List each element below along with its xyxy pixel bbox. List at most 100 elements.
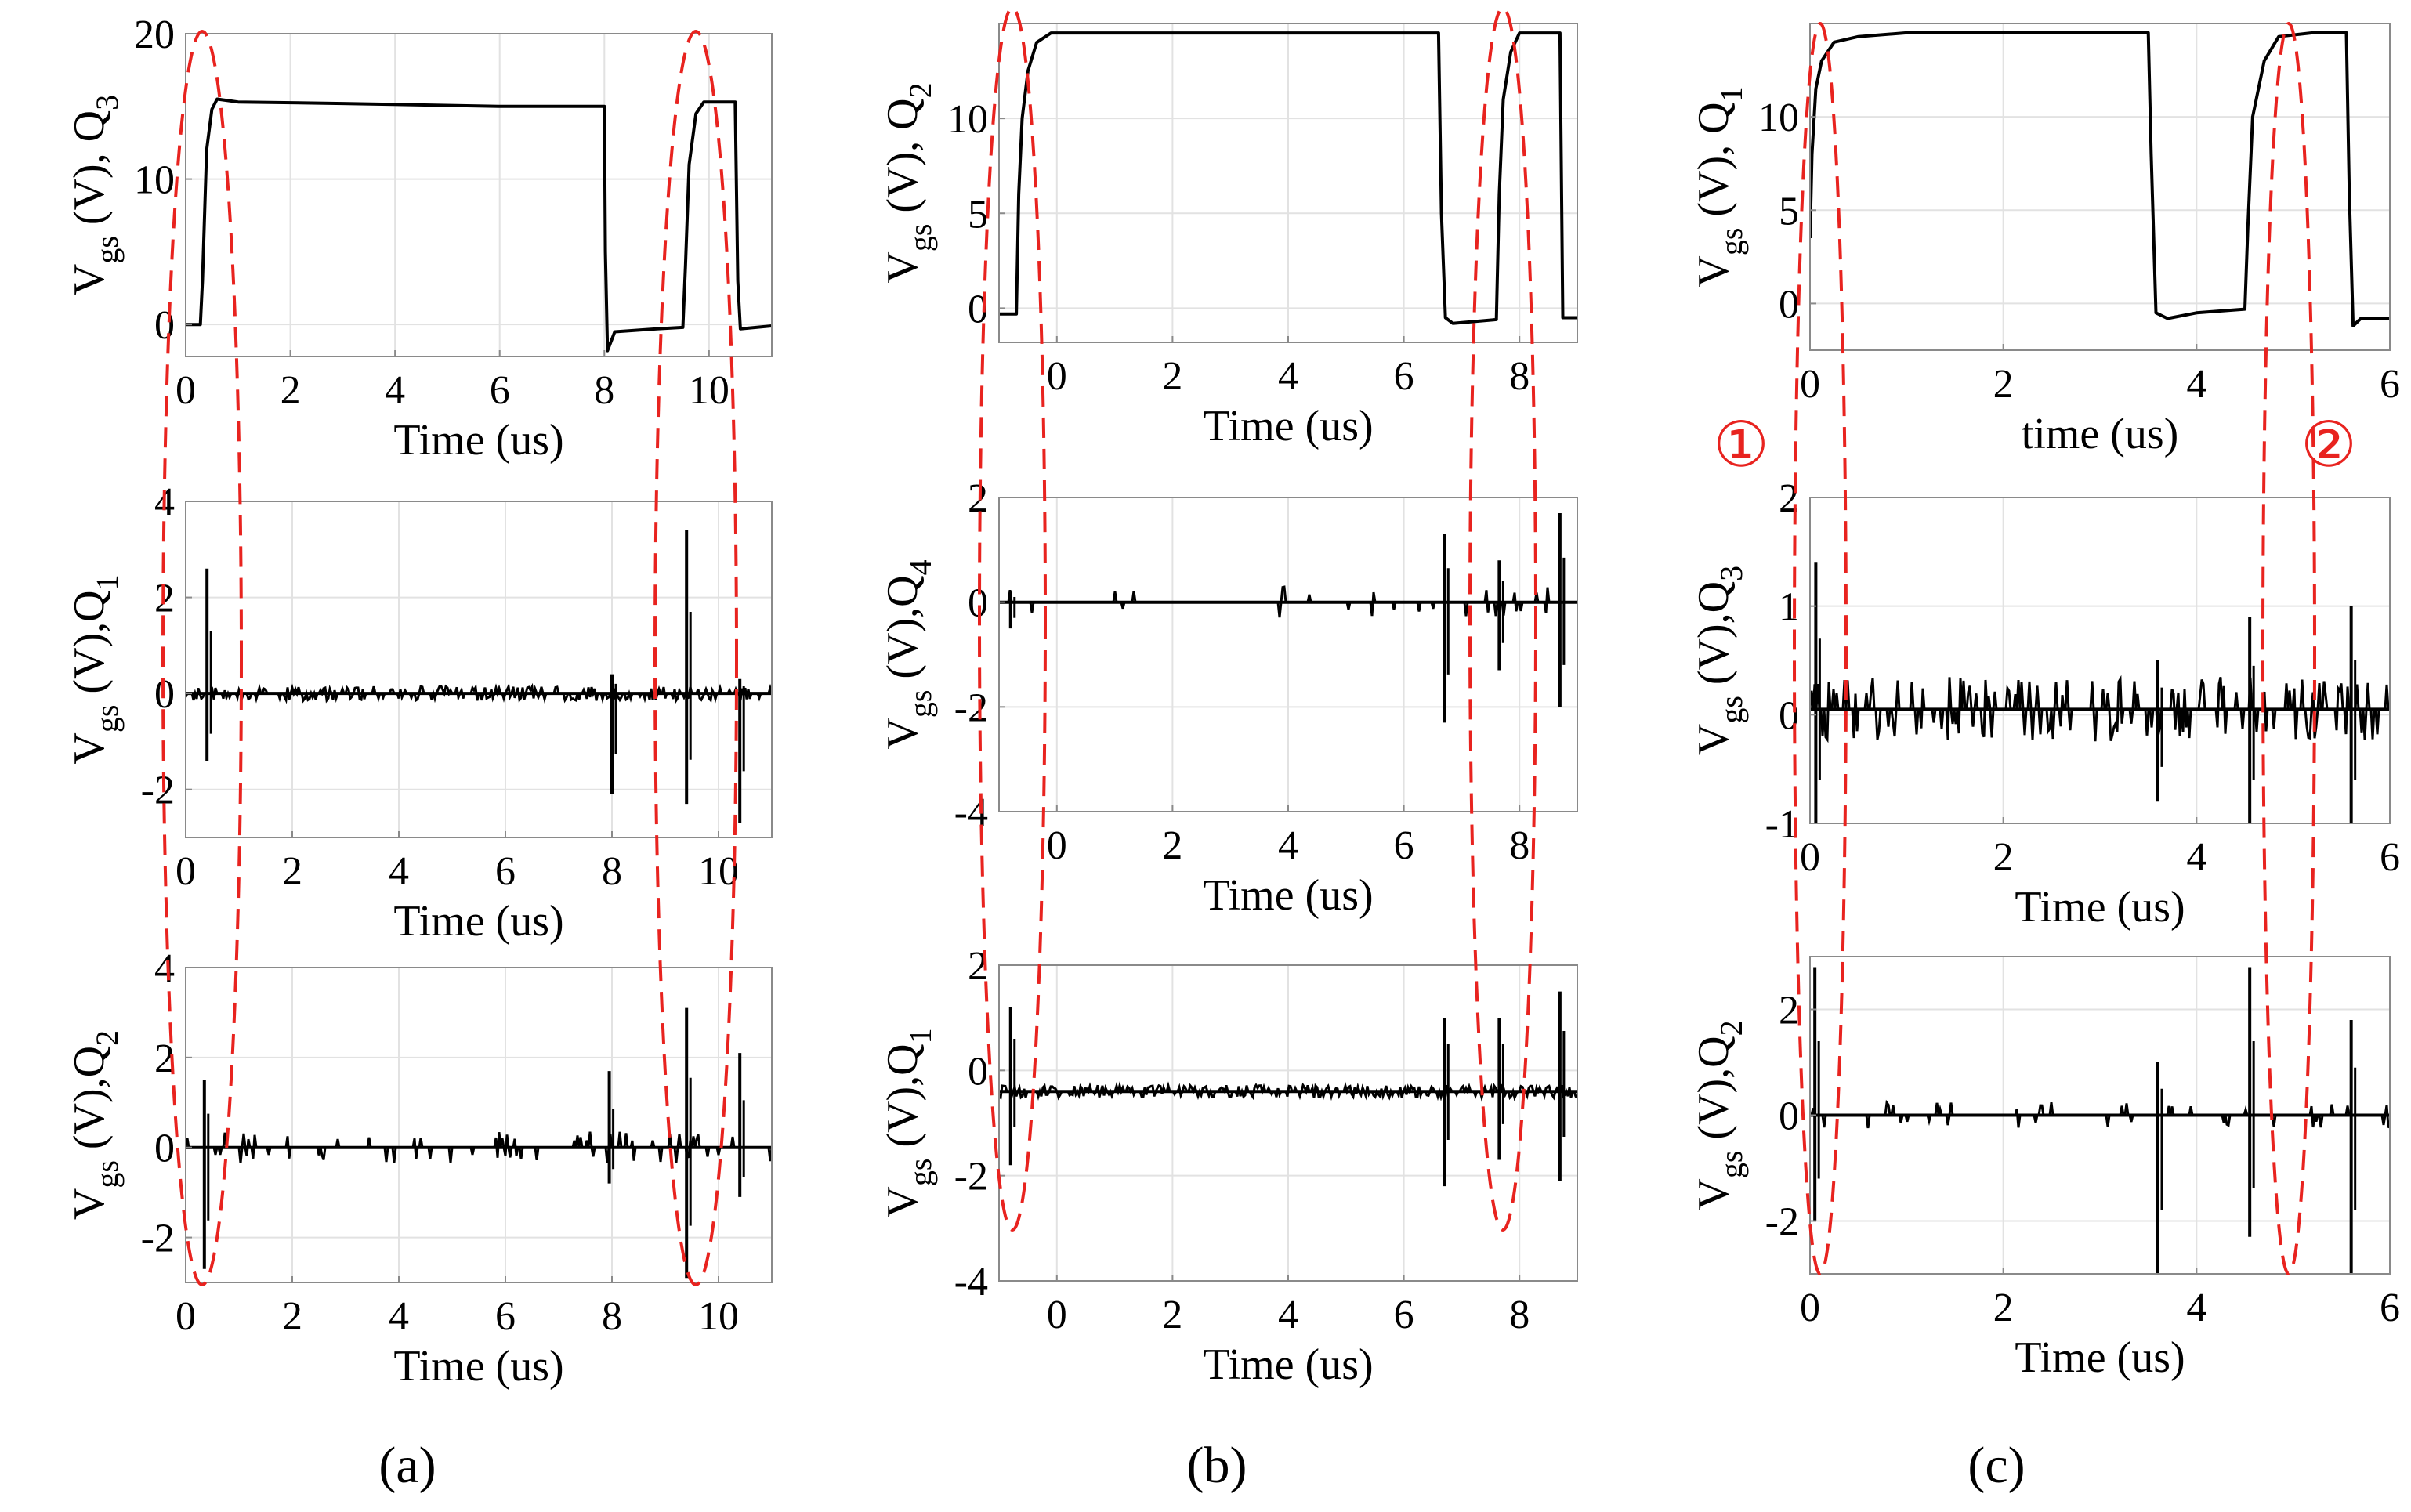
y-axis-label: Vgs (V), Q2	[878, 82, 938, 283]
x-axis-label: Time (us)	[2015, 1333, 2185, 1382]
subplot-c1: 0 2 4 6 0 5 10 time (us) Vgs (V), Q1	[1689, 23, 2400, 458]
x-tick-label: 0	[1800, 835, 1820, 880]
x-axis-label: Time (us)	[393, 1342, 563, 1391]
y-tick-label: 2	[1779, 989, 1799, 1033]
y-tick-label: -2	[954, 685, 988, 730]
trace-group	[186, 530, 772, 823]
y-tick-label: 2	[968, 476, 988, 521]
y-tick-label: 5	[1779, 189, 1799, 233]
x-tick-label: 8	[602, 1294, 622, 1339]
x-tick-label: 2	[1993, 835, 2014, 880]
x-tick-label: 4	[1278, 823, 1298, 868]
x-tick-label: 10	[689, 368, 729, 413]
y-axis-label: Vgs (V),Q2	[1689, 1020, 1749, 1210]
y-axis-label: Vgs (V),Q4	[878, 559, 938, 749]
y-tick-label: -4	[954, 1260, 988, 1304]
y-axis-label: Vgs (V), Q3	[65, 95, 125, 295]
plot-frame	[185, 967, 773, 1283]
x-tick-label: 2	[1162, 823, 1182, 868]
trace-group	[999, 31, 1577, 325]
x-tick-label: 2	[1993, 362, 2014, 407]
x-tick-label: 6	[495, 1294, 516, 1339]
x-tick-label: 6	[2380, 835, 2400, 880]
x-tick-label: 4	[389, 849, 409, 894]
x-tick-label: 4	[1278, 354, 1298, 399]
y-axis-label: Vgs (V),Q2	[65, 1030, 125, 1220]
x-tick-label: 8	[594, 368, 614, 413]
x-tick-label: 4	[389, 1294, 409, 1339]
y-axis-label: Vgs (V),Q1	[878, 1028, 938, 1217]
panel-label-c: (c)	[1968, 1437, 2025, 1494]
plot-area	[1810, 24, 2390, 350]
highlight-ellipse-3	[978, 6, 1047, 1232]
x-tick-label: 6	[490, 368, 510, 413]
plot-frame	[1809, 23, 2391, 351]
highlight-ellipse-2	[653, 30, 738, 1286]
y-tick-label: -2	[1765, 1200, 1799, 1245]
panel-label-a: (a)	[378, 1437, 436, 1494]
x-tick-label: 2	[1162, 354, 1182, 399]
y-tick-label: 10	[134, 158, 175, 203]
x-tick-label: 6	[1394, 1293, 1414, 1337]
x-tick-label: 0	[1047, 1293, 1067, 1337]
x-tick-label: 6	[495, 849, 516, 894]
y-axis-label: Vgs (V),Q3	[1689, 566, 1749, 755]
x-tick-label: 4	[1278, 1293, 1298, 1337]
plot-area	[186, 968, 772, 1282]
plot-area	[1810, 497, 2390, 823]
y-tick-label: 1	[1779, 585, 1799, 630]
x-axis-label: time (us)	[2022, 410, 2179, 458]
highlight-ellipses	[161, 6, 2316, 1286]
x-tick-label: 0	[176, 849, 196, 894]
marker-2: ②	[2301, 411, 2357, 480]
x-tick-label: 2	[1993, 1286, 2014, 1330]
trace-group	[999, 513, 1577, 723]
y-tick-label: 20	[134, 13, 175, 57]
x-tick-label: 2	[281, 368, 301, 413]
y-tick-label: -1	[1765, 802, 1799, 847]
plot-area	[186, 501, 772, 837]
x-tick-label: 0	[176, 1294, 196, 1339]
x-tick-label: 10	[698, 1294, 739, 1339]
x-tick-label: 4	[2186, 835, 2206, 880]
plot-frame	[185, 501, 773, 838]
x-axis-label: Time (us)	[1203, 402, 1373, 450]
x-axis-label: Time (us)	[1203, 1340, 1373, 1389]
y-tick-label: 0	[1779, 282, 1799, 327]
x-tick-label: 2	[282, 849, 302, 894]
x-tick-label: 8	[1509, 354, 1530, 399]
panel-label-b: (b)	[1187, 1437, 1247, 1494]
highlight-ellipse-1	[161, 30, 243, 1286]
plot-area	[186, 34, 772, 356]
trace-group	[1810, 967, 2390, 1274]
x-axis-label: Time (us)	[2015, 883, 2185, 931]
y-tick-label: 0	[968, 1049, 988, 1094]
series-line	[186, 97, 772, 353]
y-tick-label: 10	[947, 97, 988, 142]
highlight-ellipse-4	[1468, 6, 1537, 1232]
trace-group	[1810, 31, 2390, 327]
y-tick-label: -2	[141, 769, 175, 813]
x-tick-label: 2	[282, 1294, 302, 1339]
y-tick-label: 10	[1758, 96, 1799, 140]
x-tick-label: 0	[1047, 823, 1067, 868]
y-axis-label: Vgs (V),Q1	[65, 574, 125, 764]
subplot-a1: 0 2 4 6 8 10 0 10 20 Time (us) Vgs (V), Q3	[65, 13, 773, 465]
x-tick-label: 0	[176, 368, 196, 413]
x-tick-label: 6	[2380, 1286, 2400, 1330]
x-axis-label: Time (us)	[1203, 871, 1373, 920]
x-tick-label: 0	[1800, 1286, 1820, 1330]
x-tick-label: 0	[1047, 354, 1067, 399]
y-tick-label: 4	[154, 946, 175, 991]
y-tick-label: 0	[1779, 1094, 1799, 1139]
x-tick-label: 4	[2186, 1286, 2206, 1330]
y-tick-label: -2	[954, 1155, 988, 1199]
series-line	[1810, 31, 2390, 327]
